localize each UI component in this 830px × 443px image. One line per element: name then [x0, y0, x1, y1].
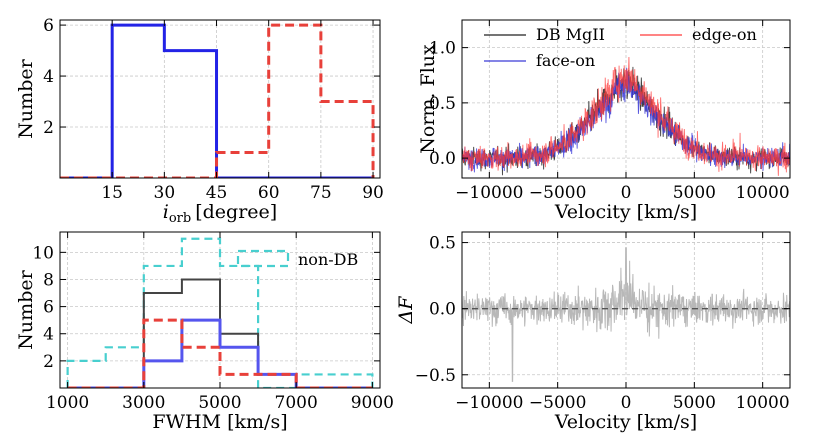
x-tick-label: 0: [621, 393, 632, 413]
plot-area: [60, 23, 375, 178]
y-axis-label: Norm. Flux: [417, 44, 439, 154]
x-tick-label: 9000: [351, 393, 394, 413]
y-tick-label: 0.0: [429, 149, 456, 169]
legend-swatch-non-db: [236, 249, 290, 268]
x-axis-label: Velocity [km/s]: [554, 201, 697, 223]
x-label-unit: [degree]: [195, 201, 277, 223]
x-tick-label: −5000: [529, 183, 587, 203]
chart-iorb: 15 30 45 60 75 90 2 4 6 iorb [degree] Number: [15, 16, 384, 226]
x-tick-label: 45: [206, 183, 228, 203]
x-axis-label: iorb [degree]: [163, 201, 277, 226]
x-tick-label: 15: [101, 183, 123, 203]
x-tick-label: 5000: [673, 183, 716, 203]
y-tick-label: −0.5: [415, 366, 456, 386]
y-axis-label: Number: [15, 58, 37, 138]
y-axis-label: Number: [15, 269, 37, 349]
legend-label-non-db: non-DB: [298, 250, 358, 269]
x-tick-label: −10000: [455, 183, 523, 203]
x-tick-label: 5000: [198, 393, 241, 413]
x-tick-label: −10000: [455, 393, 523, 413]
x-tick-label: 5000: [673, 393, 716, 413]
axes-frame: [59, 19, 381, 179]
x-label-symbol: i: [163, 201, 169, 223]
legend-label-edge-on: edge-on: [692, 25, 757, 44]
histogram-non-db: [66, 237, 374, 388]
x-axis-label: FWHM [km/s]: [152, 411, 287, 433]
x-label-subscript: orb: [169, 211, 191, 226]
plot-area: [462, 57, 790, 176]
chart-fwhm: non-DB 1000 3000 5000 7000 9000 2 4 6 8 10 FWHM [km…: [15, 231, 394, 433]
chart-spec: DB MgII edge-on face-on −10000 −5000 0 5000 100…: [417, 19, 791, 223]
histogram-face-on: [60, 23, 374, 178]
y-tick-label: 2: [43, 118, 54, 138]
x-axis-label: Velocity [km/s]: [554, 411, 697, 433]
x-tick-label: 0: [621, 183, 632, 203]
plot-area: [462, 247, 790, 382]
y-tick-label: 4: [43, 325, 54, 345]
chart-diff: −10000 −5000 0 5000 10000 −0.5 0.0 0.5 Velocity …: [395, 231, 791, 433]
y-tick-label: 0.5: [429, 234, 456, 254]
y-tick-label: 1.0: [429, 39, 456, 59]
x-tick-label: 30: [154, 183, 176, 203]
x-tick-label: 1000: [46, 393, 89, 413]
y-tick-label: 4: [43, 67, 54, 87]
x-tick-label: 10000: [736, 393, 790, 413]
y-tick-label: 6: [43, 16, 54, 36]
x-tick-label: 90: [362, 183, 384, 203]
y-tick-label: 6: [43, 298, 54, 318]
spectrum-edge-on: [462, 57, 790, 176]
y-axis-label: ΔF: [395, 296, 417, 325]
x-tick-label: 10000: [736, 183, 790, 203]
y-tick-label: 0.5: [429, 94, 456, 114]
histogram-edge-on: [60, 23, 375, 178]
x-tick-label: 7000: [275, 393, 318, 413]
legend-label-face-on: face-on: [536, 51, 595, 70]
y-tick-label: 10: [32, 243, 54, 263]
x-tick-label: 3000: [122, 393, 165, 413]
difference-spectrum: [462, 247, 790, 382]
y-tick-label: 2: [43, 352, 54, 372]
x-tick-label: −5000: [529, 393, 587, 413]
x-tick-label: 75: [310, 183, 332, 203]
legend-label-db-mgii: DB MgII: [536, 25, 605, 44]
x-tick-label: 60: [258, 183, 280, 203]
y-tick-label: 0.0: [429, 300, 456, 320]
y-tick-label: 8: [43, 270, 54, 290]
